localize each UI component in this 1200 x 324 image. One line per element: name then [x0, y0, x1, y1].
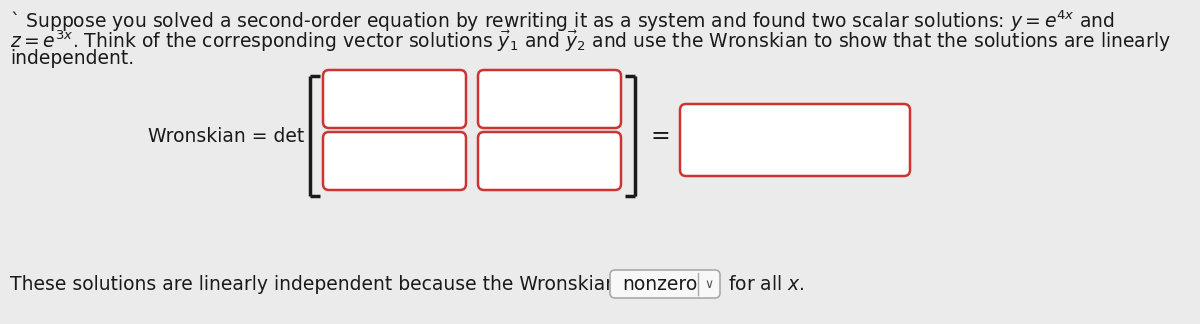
Text: independent.: independent. [10, 49, 134, 68]
FancyBboxPatch shape [478, 132, 622, 190]
Text: ∨: ∨ [704, 277, 714, 291]
Text: These solutions are linearly independent because the Wronskian is: These solutions are linearly independent… [10, 274, 638, 294]
Text: nonzero: nonzero [622, 274, 697, 294]
FancyBboxPatch shape [680, 104, 910, 176]
FancyBboxPatch shape [610, 270, 720, 298]
Text: ` Suppose you solved a second-order equation by rewriting it as a system and fou: ` Suppose you solved a second-order equa… [10, 9, 1115, 34]
FancyBboxPatch shape [323, 70, 466, 128]
FancyBboxPatch shape [478, 70, 622, 128]
Text: for all $x$.: for all $x$. [728, 274, 804, 294]
Text: Wronskian = det: Wronskian = det [148, 126, 305, 145]
Text: $z = e^{3x}$. Think of the corresponding vector solutions $\vec{y}_1$ and $\vec{: $z = e^{3x}$. Think of the corresponding… [10, 29, 1171, 54]
FancyBboxPatch shape [323, 132, 466, 190]
Text: =: = [650, 124, 670, 148]
